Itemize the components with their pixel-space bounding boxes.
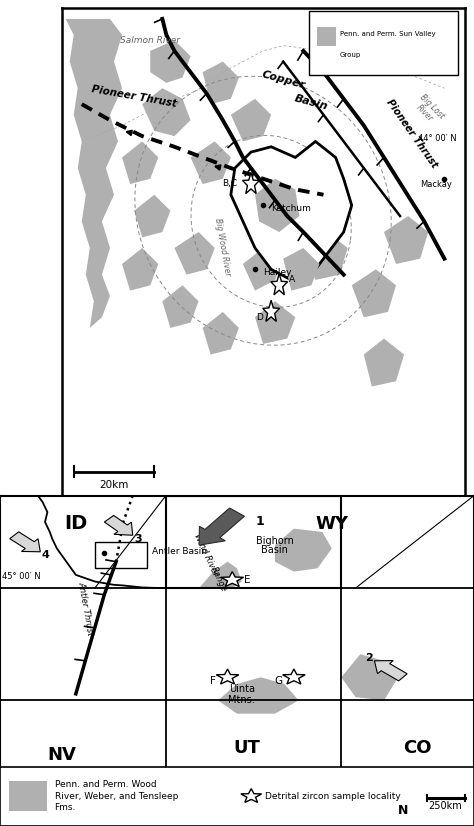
Text: Uinta: Uinta xyxy=(229,684,255,694)
Text: Penn. and Perm. Sun Valley: Penn. and Perm. Sun Valley xyxy=(339,31,435,37)
Bar xyxy=(166,496,341,588)
Polygon shape xyxy=(271,273,288,295)
Polygon shape xyxy=(218,677,299,714)
Text: Big Wood River: Big Wood River xyxy=(213,217,232,277)
Text: 3: 3 xyxy=(134,534,142,544)
Polygon shape xyxy=(263,300,280,321)
Polygon shape xyxy=(283,248,319,291)
Text: Salmon River: Salmon River xyxy=(120,36,180,45)
FancyArrow shape xyxy=(199,508,245,545)
Polygon shape xyxy=(364,339,404,387)
Polygon shape xyxy=(303,232,347,280)
Bar xyxy=(0,767,474,826)
Polygon shape xyxy=(231,141,352,280)
Text: Fms.: Fms. xyxy=(55,804,76,812)
Text: Big Lost
River: Big Lost River xyxy=(410,93,446,127)
Polygon shape xyxy=(122,248,158,291)
Text: E: E xyxy=(244,575,251,585)
Text: Thrust: Thrust xyxy=(361,40,391,74)
Text: UT: UT xyxy=(233,739,260,757)
FancyBboxPatch shape xyxy=(310,11,458,75)
Polygon shape xyxy=(283,669,305,684)
Bar xyxy=(318,27,336,45)
Text: ID: ID xyxy=(64,514,88,533)
Polygon shape xyxy=(275,529,332,572)
Text: 114° 00′W: 114° 00′W xyxy=(262,520,305,529)
Polygon shape xyxy=(202,312,239,354)
Polygon shape xyxy=(255,301,295,344)
Text: Basin: Basin xyxy=(262,545,288,555)
Polygon shape xyxy=(384,216,428,264)
Text: Group: Group xyxy=(339,52,361,58)
Text: 2: 2 xyxy=(365,653,373,662)
Text: 44° 00′ N: 44° 00′ N xyxy=(418,135,456,144)
FancyArrow shape xyxy=(374,661,407,681)
Text: Ketchum: Ketchum xyxy=(271,204,311,213)
Text: Basin: Basin xyxy=(293,93,329,112)
Polygon shape xyxy=(142,88,191,136)
Text: Mtns.: Mtns. xyxy=(228,695,255,705)
Text: 45° 00′ N: 45° 00′ N xyxy=(2,572,41,581)
Polygon shape xyxy=(134,195,171,237)
Text: D: D xyxy=(256,313,263,322)
Bar xyxy=(95,542,147,568)
Polygon shape xyxy=(221,572,244,586)
Text: Copper: Copper xyxy=(260,69,306,90)
Text: Bighorn: Bighorn xyxy=(256,535,294,545)
Text: 1: 1 xyxy=(256,515,264,529)
Polygon shape xyxy=(283,163,331,216)
Text: Pioneer Thrust: Pioneer Thrust xyxy=(91,84,178,109)
Polygon shape xyxy=(241,789,262,802)
Polygon shape xyxy=(174,232,215,274)
Polygon shape xyxy=(191,141,231,184)
Polygon shape xyxy=(122,141,158,184)
FancyArrow shape xyxy=(10,532,40,552)
Text: Detrital zircon sample locality: Detrital zircon sample locality xyxy=(265,792,401,800)
Text: 4: 4 xyxy=(42,550,49,560)
Polygon shape xyxy=(352,269,396,317)
Text: N: N xyxy=(398,805,408,818)
Text: 20km: 20km xyxy=(100,480,128,490)
Polygon shape xyxy=(243,173,259,193)
Polygon shape xyxy=(65,19,122,328)
Polygon shape xyxy=(202,62,239,104)
Polygon shape xyxy=(341,654,398,700)
Text: WY: WY xyxy=(315,515,348,533)
Text: CO: CO xyxy=(403,739,431,757)
Text: Wind River: Wind River xyxy=(192,532,220,577)
Text: Antler Basin: Antler Basin xyxy=(152,548,207,556)
Polygon shape xyxy=(199,562,242,588)
Polygon shape xyxy=(231,99,271,141)
Polygon shape xyxy=(216,669,239,684)
Text: G: G xyxy=(274,676,282,686)
Text: Hailey: Hailey xyxy=(263,268,292,277)
Text: Range: Range xyxy=(208,565,228,593)
Bar xyxy=(9,781,47,811)
Polygon shape xyxy=(150,40,191,83)
Text: Antler Thrust: Antler Thrust xyxy=(76,581,94,636)
Polygon shape xyxy=(243,248,283,291)
FancyArrow shape xyxy=(104,515,133,535)
Text: B,C: B,C xyxy=(222,178,237,188)
Text: A: A xyxy=(289,276,295,284)
Text: NV: NV xyxy=(47,746,76,764)
Text: F: F xyxy=(210,676,216,686)
Text: 250km: 250km xyxy=(428,801,463,811)
Text: River, Weber, and Tensleep: River, Weber, and Tensleep xyxy=(55,792,178,800)
Polygon shape xyxy=(255,178,300,232)
Text: Pioneer Thrust: Pioneer Thrust xyxy=(385,97,439,170)
Polygon shape xyxy=(162,285,199,328)
Text: Mackay: Mackay xyxy=(420,180,452,188)
Text: Penn. and Perm. Wood: Penn. and Perm. Wood xyxy=(55,781,156,789)
